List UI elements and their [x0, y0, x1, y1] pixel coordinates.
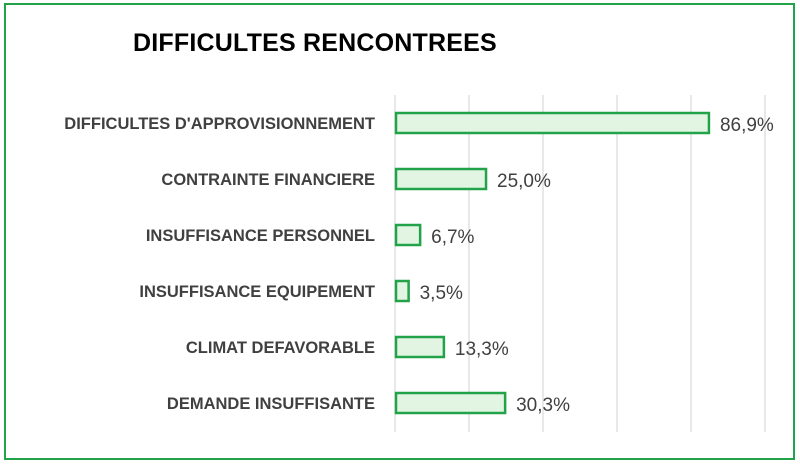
bar — [394, 279, 410, 303]
category-label: CLIMAT DEFAVORABLE — [186, 339, 375, 357]
bar — [394, 167, 488, 191]
value-label: 13,3% — [455, 339, 509, 360]
category-label: INSUFFISANCE EQUIPEMENT — [139, 283, 375, 301]
bar — [394, 391, 507, 415]
category-label: CONTRAINTE FINANCIERE — [161, 171, 375, 189]
value-labels: 86,9% 25,0% 6,7% 3,5% 13,3% 30,3% — [420, 115, 774, 416]
chart-title: DIFFICULTES RENCONTREES — [133, 29, 497, 57]
category-label: INSUFFISANCE PERSONNEL — [146, 227, 375, 245]
value-label: 25,0% — [497, 171, 551, 192]
category-labels: DIFFICULTES D'APPROVISIONNEMENT CONTRAINT… — [64, 115, 375, 413]
value-label: 3,5% — [420, 283, 463, 304]
category-label: DIFFICULTES D'APPROVISIONNEMENT — [64, 115, 375, 133]
value-label: 86,9% — [720, 115, 774, 136]
category-label: DEMANDE INSUFFISANTE — [167, 395, 375, 413]
value-label: 30,3% — [516, 395, 570, 416]
value-label: 6,7% — [431, 227, 474, 248]
bar — [394, 223, 422, 247]
bar — [394, 335, 446, 359]
gridlines — [394, 95, 766, 432]
bars — [394, 111, 711, 415]
bar — [394, 111, 711, 135]
